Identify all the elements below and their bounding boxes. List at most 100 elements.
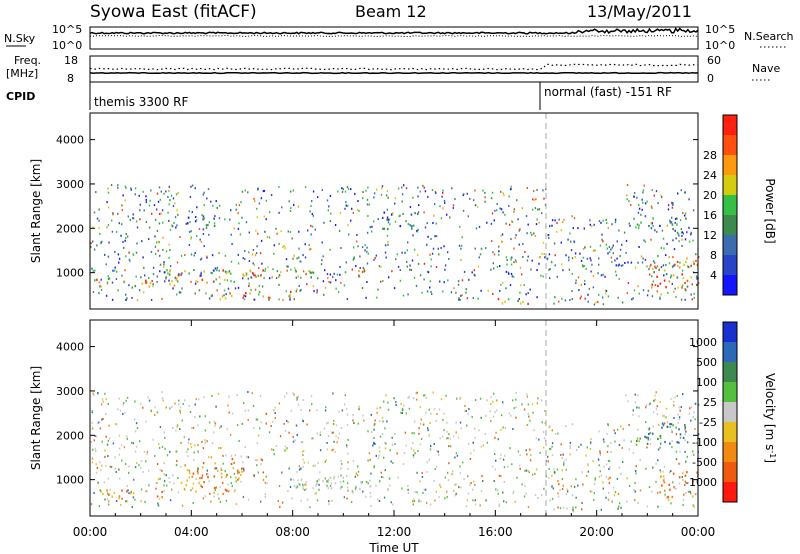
- echo-cell: [356, 234, 358, 236]
- echo-cell: [184, 399, 186, 402]
- echo-cell: [388, 218, 391, 221]
- echo-cell: [235, 480, 237, 483]
- echo-cell: [327, 481, 330, 484]
- echo-cell: [226, 279, 229, 282]
- echo-cell: [657, 459, 659, 462]
- echo-cell: [275, 227, 277, 230]
- echo-cell: [365, 296, 367, 299]
- echo-cell: [92, 448, 94, 451]
- echo-cell: [444, 268, 446, 271]
- echo-cell: [230, 233, 232, 236]
- echo-cell: [606, 432, 608, 435]
- echo-cell: [692, 450, 694, 453]
- echo-cell: [656, 230, 658, 233]
- echo-cell: [124, 269, 126, 272]
- echo-cell: [352, 460, 355, 463]
- echo-cell: [174, 276, 177, 279]
- echo-cell: [609, 476, 611, 479]
- echo-cell: [527, 255, 529, 258]
- echo-cell: [657, 505, 659, 508]
- echo-cell: [199, 274, 201, 277]
- echo-cell: [302, 483, 304, 486]
- echo-cell: [482, 444, 484, 447]
- echo-cell: [458, 486, 460, 489]
- echo-cell: [385, 394, 387, 397]
- echo-cell: [300, 409, 302, 411]
- echo-cell: [591, 263, 593, 266]
- echo-cell: [380, 193, 383, 196]
- echo-cell: [649, 402, 651, 405]
- echo-cell: [149, 199, 151, 202]
- echo-cell: [632, 409, 634, 412]
- echo-cell: [644, 240, 647, 243]
- echo-cell: [134, 498, 136, 501]
- echo-cell: [428, 408, 430, 411]
- colorbar-tick-label: -25: [699, 416, 717, 429]
- echo-cell: [215, 200, 217, 202]
- echo-cell: [177, 491, 180, 494]
- echo-cell: [219, 426, 221, 429]
- echo-cell: [287, 230, 289, 233]
- echo-cell: [194, 187, 196, 190]
- echo-cell: [342, 480, 345, 483]
- echo-cell: [543, 446, 545, 449]
- echo-cell: [298, 468, 301, 471]
- echo-cell: [308, 244, 310, 246]
- echo-cell: [639, 458, 641, 461]
- echo-cell: [593, 303, 596, 306]
- echo-cell: [509, 284, 512, 287]
- echo-cell: [163, 484, 165, 487]
- echo-cell: [154, 455, 156, 457]
- echo-cell: [112, 213, 114, 216]
- echo-cell: [242, 296, 244, 299]
- echo-cell: [259, 394, 262, 397]
- echo-cell: [694, 418, 696, 421]
- echo-cell: [389, 484, 391, 487]
- echo-cell: [199, 484, 202, 487]
- echo-cell: [150, 250, 153, 253]
- echo-cell: [671, 206, 674, 209]
- echo-cell: [652, 217, 654, 220]
- colorbar-segment: [723, 462, 737, 482]
- echo-cell: [100, 403, 103, 406]
- echo-cell: [622, 264, 624, 267]
- echo-cell: [514, 259, 517, 262]
- echo-cell: [640, 213, 642, 216]
- echo-cell: [417, 450, 419, 452]
- echo-cell: [554, 219, 556, 222]
- echo-cell: [444, 264, 447, 267]
- echo-cell: [671, 430, 673, 433]
- echo-cell: [385, 194, 388, 197]
- echo-cell: [397, 476, 399, 479]
- echo-cell: [557, 492, 559, 495]
- echo-cell: [687, 265, 690, 269]
- echo-cell: [464, 404, 466, 407]
- echo-cell: [104, 253, 106, 256]
- echo-cell: [296, 398, 298, 401]
- echo-cell: [515, 234, 517, 237]
- echo-cell: [574, 256, 576, 259]
- echo-cell: [535, 437, 538, 440]
- echo-cell: [260, 500, 262, 503]
- echo-cell: [168, 203, 170, 206]
- echo-cell: [589, 490, 592, 493]
- echo-cell: [636, 223, 639, 226]
- echo-cell: [208, 456, 210, 459]
- echo-cell: [486, 221, 488, 224]
- echo-cell: [645, 404, 648, 407]
- echo-cell: [168, 273, 171, 276]
- echo-cell: [599, 244, 602, 247]
- echo-cell: [138, 464, 140, 467]
- echo-cell: [560, 229, 562, 232]
- echo-cell: [145, 201, 147, 204]
- echo-cell: [255, 275, 257, 278]
- echo-cell: [135, 220, 138, 223]
- echo-cell: [379, 420, 381, 422]
- echo-cell: [110, 466, 113, 468]
- echo-cell: [528, 471, 530, 474]
- echo-cell: [577, 484, 579, 487]
- echo-cell: [249, 292, 251, 295]
- echo-cell: [119, 477, 121, 480]
- echo-cell: [316, 291, 318, 294]
- echo-cell: [571, 423, 574, 426]
